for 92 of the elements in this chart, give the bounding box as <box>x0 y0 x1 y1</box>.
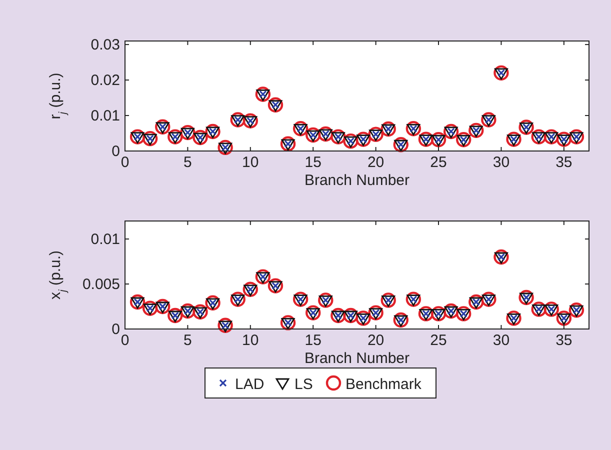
x-tick-label: 30 <box>492 154 510 171</box>
y-tick-label: 0.03 <box>90 36 120 54</box>
point <box>192 130 208 146</box>
point <box>192 304 208 320</box>
point <box>468 294 484 310</box>
point <box>218 140 233 156</box>
point <box>142 300 158 316</box>
point <box>518 120 534 135</box>
point <box>280 136 296 152</box>
x-tick-label: 20 <box>367 332 384 349</box>
point <box>230 292 246 307</box>
point <box>343 133 358 149</box>
point <box>130 129 146 144</box>
point <box>180 124 196 140</box>
point <box>568 129 584 144</box>
y-tick-label: 0 <box>112 321 120 338</box>
point <box>268 278 284 294</box>
point <box>356 132 371 147</box>
point <box>168 308 183 324</box>
point <box>380 121 396 137</box>
point <box>205 124 220 140</box>
point <box>155 119 170 134</box>
point <box>255 269 271 284</box>
x-tick-label: 10 <box>242 332 259 349</box>
point <box>531 129 546 144</box>
point <box>468 122 484 138</box>
legend-label: LS <box>294 376 313 393</box>
point <box>430 306 446 322</box>
x-tick-label: 10 <box>242 154 259 171</box>
point <box>456 306 472 322</box>
point <box>242 113 258 128</box>
point <box>506 310 522 326</box>
point <box>318 126 334 142</box>
x-tick-label: 30 <box>492 332 510 349</box>
x-tick-label: 15 <box>304 332 322 349</box>
point <box>205 295 220 310</box>
point <box>292 292 308 307</box>
point <box>356 310 371 326</box>
point <box>180 303 196 319</box>
x-axis-title: Branch Number <box>304 350 410 367</box>
y-tick-label: 0.02 <box>90 72 120 90</box>
point <box>494 249 509 265</box>
point <box>506 132 522 147</box>
point <box>443 303 459 319</box>
point <box>481 112 496 128</box>
point <box>544 129 559 144</box>
x-tick-label: 25 <box>430 332 447 349</box>
x-axis-title: Branch Number <box>304 172 410 189</box>
point <box>280 315 296 330</box>
y-tick-label: 0.01 <box>90 108 120 125</box>
point <box>343 308 358 324</box>
x-tick-label: 5 <box>184 154 192 171</box>
point <box>556 310 572 326</box>
point <box>330 308 346 324</box>
legend-label: LAD <box>235 376 264 393</box>
point <box>494 65 509 81</box>
point <box>306 127 321 143</box>
point <box>418 132 434 147</box>
point <box>368 305 384 320</box>
legend-label: Benchmark <box>346 376 422 393</box>
point <box>230 112 246 128</box>
point <box>306 305 321 320</box>
point <box>380 292 396 308</box>
point <box>268 97 284 112</box>
x-tick-label: 35 <box>556 154 572 171</box>
x-tick-label: 35 <box>556 332 572 349</box>
point <box>142 130 158 146</box>
point <box>242 282 258 297</box>
point <box>443 124 459 140</box>
point <box>368 126 384 142</box>
x-tick-label: 5 <box>184 332 192 349</box>
point <box>531 302 546 317</box>
point <box>130 294 146 310</box>
point <box>418 306 434 322</box>
y-tick-label: 0.01 <box>90 231 120 248</box>
point <box>556 132 572 147</box>
y-tick-label: 0 <box>112 143 120 160</box>
point <box>406 292 422 307</box>
point <box>255 86 271 102</box>
point <box>393 312 408 328</box>
point <box>168 129 183 144</box>
y-tick-label: 0.005 <box>82 276 120 293</box>
x-tick-label: 25 <box>430 154 447 171</box>
point <box>481 292 496 307</box>
x-tick-label: 20 <box>367 154 384 171</box>
point <box>218 318 233 333</box>
point <box>544 302 559 317</box>
point <box>155 298 170 314</box>
point <box>518 290 534 306</box>
x-tick-label: 15 <box>304 154 322 171</box>
point <box>318 292 334 308</box>
point <box>330 129 346 144</box>
